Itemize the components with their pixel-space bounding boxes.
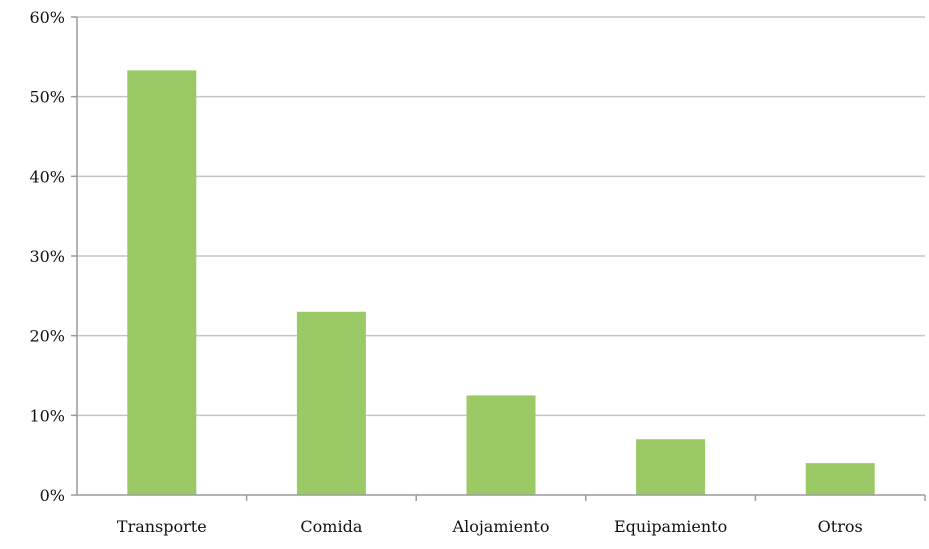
x-tick-labels: Transporte Comida Alojamiento Equipamiento O… bbox=[117, 517, 863, 536]
y-tick-labels: 0% 10% 20% 30% 40% 50% 60% bbox=[29, 8, 65, 505]
gridlines bbox=[77, 16, 925, 417]
bar-otros bbox=[805, 463, 875, 495]
x-tick-label: Equipamiento bbox=[614, 517, 727, 536]
y-tick-label: 50% bbox=[29, 88, 65, 107]
x-tick-label: Otros bbox=[818, 517, 863, 536]
bar-equipamiento bbox=[636, 439, 706, 495]
x-tick-label: Comida bbox=[300, 517, 362, 536]
x-tick-label: Transporte bbox=[117, 517, 207, 536]
y-tick-label: 20% bbox=[29, 327, 65, 346]
y-tick-label: 10% bbox=[29, 406, 65, 425]
y-tick-label: 30% bbox=[29, 247, 65, 266]
y-tick-label: 40% bbox=[29, 167, 65, 186]
y-tick-label: 0% bbox=[40, 486, 65, 505]
x-tick-label: Alojamiento bbox=[452, 517, 550, 536]
y-tick-label: 60% bbox=[29, 8, 65, 27]
axes bbox=[71, 16, 926, 501]
bar-comida bbox=[296, 311, 366, 495]
bar-transporte bbox=[127, 70, 197, 496]
bar-alojamiento bbox=[466, 395, 536, 495]
bars bbox=[127, 70, 875, 496]
